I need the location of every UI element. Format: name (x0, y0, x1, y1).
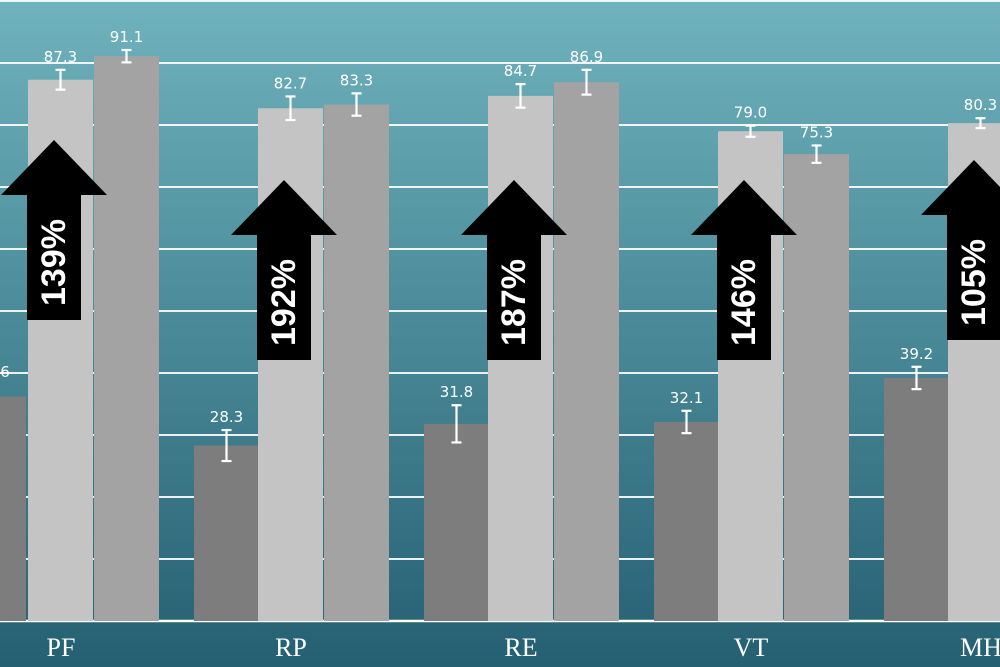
category-labels: PF RP RE VT MH (47, 633, 1000, 662)
category-label-pf: PF (47, 633, 76, 662)
increase-arrows: 139% 192% 187% 146% 105% (1, 140, 1000, 360)
value-label-pf-s1: 6 (0, 363, 10, 381)
bar-rp-s3 (324, 104, 389, 622)
value-label-mh-s2: 80.3 (964, 96, 997, 114)
error-bar-vt-s2 (745, 124, 756, 138)
increase-arrow-rp: 192% (231, 180, 337, 360)
increase-label-vt: 146% (725, 259, 763, 346)
bars (0, 56, 1000, 622)
error-bar-vt-s3 (811, 144, 822, 164)
value-label-re-s3: 86.9 (570, 48, 603, 66)
arrow-icon (461, 180, 567, 360)
increase-label-rp: 192% (265, 259, 303, 346)
bar-re-s3 (554, 82, 619, 622)
value-label-rp-s3: 83.3 (340, 71, 373, 89)
value-label-rp-s1: 28.3 (210, 408, 243, 426)
error-bar-re-s3 (581, 68, 592, 96)
error-bar-mh-s1 (911, 365, 922, 391)
value-label-pf-s2: 87.3 (44, 48, 77, 66)
error-bar-rp-s2 (285, 95, 296, 122)
value-label-vt-s3: 75.3 (800, 123, 833, 141)
bar-rp-s2 (258, 108, 323, 621)
bar-rp-s1 (194, 445, 259, 621)
bar-vt-s3 (784, 154, 849, 621)
error-bar-pf-s3 (121, 48, 132, 64)
arrow-icon (231, 180, 337, 360)
value-label-re-s2: 84.7 (504, 62, 537, 80)
bar-mh-s1 (884, 377, 949, 621)
error-bar-vt-s1 (681, 409, 692, 435)
value-label-vt-s1: 32.1 (670, 389, 703, 407)
increase-arrow-mh: 105% (921, 160, 1000, 340)
value-label-rp-s2: 82.7 (274, 74, 307, 92)
error-bars (55, 48, 986, 463)
increase-label-pf: 139% (35, 219, 73, 306)
increase-arrow-pf: 139% (1, 140, 107, 320)
error-bar-re-s2 (515, 82, 526, 109)
arrow-icon (691, 180, 797, 360)
value-label-vt-s2: 79.0 (734, 104, 767, 122)
increase-label-re: 187% (495, 259, 533, 346)
increase-arrow-vt: 146% (691, 180, 797, 360)
category-label-rp: RP (275, 633, 307, 662)
value-label-pf-s3: 91.1 (110, 28, 143, 46)
arrow-icon (1, 140, 107, 320)
error-bar-pf-s2 (55, 68, 66, 91)
value-labels: 87.3 91.1 6 28.3 82.7 83.3 31.8 84.7 86.9 32.1 79.… (0, 28, 997, 426)
category-label-vt: VT (734, 633, 769, 662)
increase-arrow-re: 187% (461, 180, 567, 360)
error-bar-rp-s1 (221, 428, 232, 463)
error-bar-rp-s3 (351, 92, 362, 117)
category-label-re: RE (504, 633, 537, 662)
bar-pf-s1 (0, 396, 26, 621)
increase-label-mh: 105% (955, 239, 993, 326)
bar-vt-s1 (654, 421, 719, 621)
category-label-mh: MH (960, 633, 1000, 662)
bar-pf-s3 (94, 56, 159, 622)
error-bar-re-s1 (451, 404, 462, 444)
value-label-mh-s1: 39.2 (900, 345, 933, 363)
error-bar-mh-s2 (975, 117, 986, 130)
arrow-icon (921, 160, 1000, 340)
bar-re-s1 (424, 423, 489, 621)
value-label-re-s1: 31.8 (440, 383, 473, 401)
